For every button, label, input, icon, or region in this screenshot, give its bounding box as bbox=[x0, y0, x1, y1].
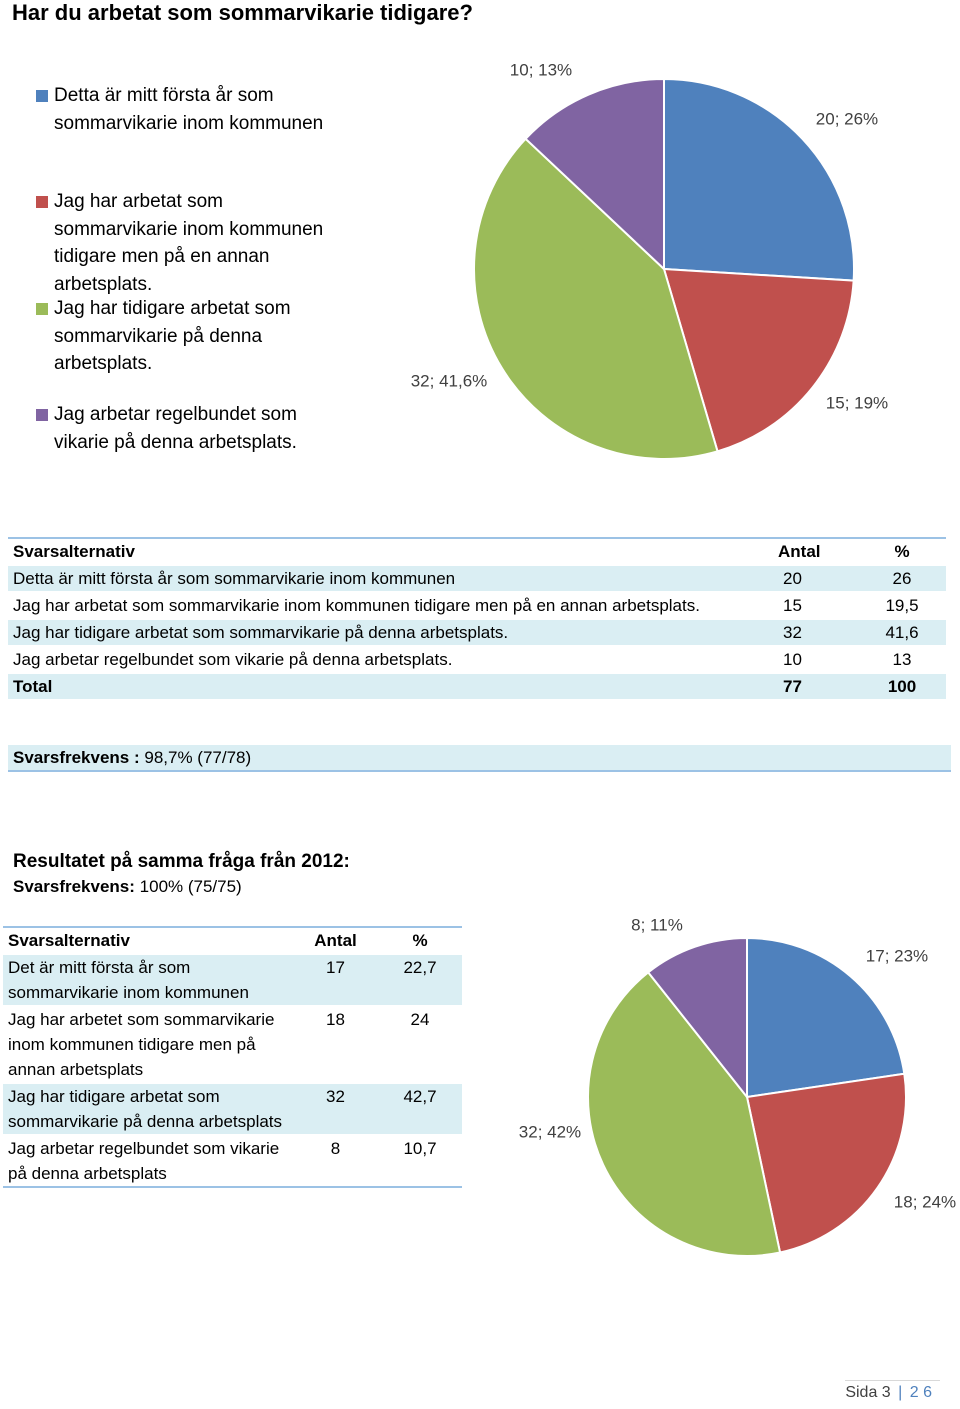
cell: 15 bbox=[773, 592, 858, 620]
cell: 10 bbox=[773, 646, 858, 674]
cell: Jag arbetar regelbundet som vikarie på d… bbox=[3, 1135, 293, 1188]
section-response: Svarsfrekvens: 100% (75/75) bbox=[13, 877, 242, 897]
results-table-2012: Svarsalternativ Antal % Det är mitt förs… bbox=[3, 926, 462, 1188]
legend-label: Detta är mitt första år som sommarvikari… bbox=[54, 85, 324, 134]
header-cell: % bbox=[378, 926, 462, 955]
cell: 8 bbox=[293, 1135, 378, 1188]
response-rate: Svarsfrekvens : 98,7% (77/78) bbox=[8, 745, 951, 772]
cell: Jag har arbetet som sommarvikarie inom k… bbox=[3, 1006, 293, 1084]
pie-slice bbox=[473, 137, 719, 460]
table-row: Jag arbetar regelbundet som vikarie på d… bbox=[8, 646, 946, 674]
cell: Det är mitt första år som sommarvikarie … bbox=[3, 954, 293, 1007]
header-cell: % bbox=[858, 537, 946, 566]
cell: 100 bbox=[858, 673, 946, 701]
legend-swatch bbox=[36, 303, 48, 315]
header-cell: Antal bbox=[773, 537, 858, 566]
cell: 32 bbox=[773, 619, 858, 647]
table-row: Det är mitt första år som sommarvikarie … bbox=[3, 954, 462, 1007]
footer-rule bbox=[845, 1380, 940, 1381]
page-total: 2 6 bbox=[909, 1384, 932, 1401]
pie-slice bbox=[524, 77, 665, 272]
page-number: Sida 3 bbox=[845, 1384, 891, 1401]
cell: 13 bbox=[858, 646, 946, 674]
table-row: Jag har tidigare arbetat som sommarvikar… bbox=[8, 619, 946, 647]
page-title: Har du arbetat som sommarvikarie tidigar… bbox=[12, 0, 473, 25]
table-header: Svarsalternativ Antal % bbox=[8, 537, 946, 566]
results-table: Svarsalternativ Antal % Detta är mitt fö… bbox=[8, 537, 946, 701]
slice-label: 15; 19% bbox=[826, 393, 888, 412]
pie-slice bbox=[587, 970, 782, 1257]
legend-item: Jag har arbetat som sommarvikarie inom k… bbox=[36, 188, 341, 298]
slice-label: 18; 24% bbox=[894, 1192, 956, 1211]
slice-label: 32; 41,6% bbox=[411, 371, 488, 390]
cell: 24 bbox=[378, 1006, 462, 1084]
cell: 19,5 bbox=[858, 592, 946, 620]
legend-item: Detta är mitt första år som sommarvikari… bbox=[36, 82, 341, 137]
legend-swatch bbox=[36, 196, 48, 208]
header-cell: Svarsalternativ bbox=[8, 537, 773, 566]
cell: Jag har arbetat som sommarvikarie inom k… bbox=[8, 592, 773, 620]
table-header: Svarsalternativ Antal % bbox=[3, 926, 462, 955]
table-row: Jag har arbetet som sommarvikarie inom k… bbox=[3, 1006, 462, 1084]
table-row: Jag arbetar regelbundet som vikarie på d… bbox=[3, 1135, 462, 1188]
table-row: Jag har tidigare arbetat som sommarvikar… bbox=[3, 1083, 462, 1136]
separator: | bbox=[898, 1384, 903, 1401]
response-label: Svarsfrekvens : bbox=[13, 748, 140, 767]
pie-slice bbox=[663, 77, 855, 282]
response-label: Svarsfrekvens: bbox=[13, 877, 135, 896]
cell: Jag har tidigare arbetat som sommarvikar… bbox=[3, 1083, 293, 1136]
pie-slice bbox=[745, 1072, 907, 1254]
response-value: 98,7% (77/78) bbox=[144, 748, 252, 767]
cell: Detta är mitt första år som sommarvikari… bbox=[8, 565, 773, 593]
cell: 17 bbox=[293, 954, 378, 1007]
slice-label: 8; 11% bbox=[631, 915, 683, 934]
legend-swatch bbox=[36, 409, 48, 421]
legend-item: Jag arbetar regelbundet som vikarie på d… bbox=[36, 401, 341, 456]
footer: Sida 3 | 2 6 bbox=[845, 1384, 932, 1402]
cell: 42,7 bbox=[378, 1083, 462, 1136]
cell: 32 bbox=[293, 1083, 378, 1136]
legend-label: Jag har tidigare arbetat som sommarvikar… bbox=[54, 298, 291, 374]
cell: 77 bbox=[773, 673, 858, 701]
cell: Jag har tidigare arbetat som sommarvikar… bbox=[8, 619, 773, 647]
table-row: Detta är mitt första år som sommarvikari… bbox=[8, 565, 946, 593]
slice-label: 20; 26% bbox=[816, 109, 878, 128]
pie-slice bbox=[746, 936, 906, 1099]
table-row: Jag har arbetat som sommarvikarie inom k… bbox=[8, 592, 946, 620]
legend-swatch bbox=[36, 90, 48, 102]
cell: 26 bbox=[858, 565, 946, 593]
section-title: Resultatet på samma fråga från 2012: bbox=[13, 851, 350, 872]
pie-slice bbox=[662, 267, 855, 453]
response-value: 100% (75/75) bbox=[139, 877, 242, 896]
legend-item: Jag har tidigare arbetat som sommarvikar… bbox=[36, 295, 341, 378]
cell: 10,7 bbox=[378, 1135, 462, 1188]
pie-slice bbox=[646, 936, 748, 1100]
header-cell: Antal bbox=[293, 926, 378, 955]
header-cell: Svarsalternativ bbox=[3, 926, 293, 955]
slice-label: 10; 13% bbox=[510, 60, 572, 79]
cell: Jag arbetar regelbundet som vikarie på d… bbox=[8, 646, 773, 674]
slice-label: 17; 23% bbox=[866, 946, 928, 965]
legend-label: Jag har arbetat som sommarvikarie inom k… bbox=[54, 191, 324, 295]
legend-label: Jag arbetar regelbundet som vikarie på d… bbox=[54, 404, 297, 453]
slice-label: 32; 42% bbox=[519, 1122, 581, 1141]
cell: Total bbox=[8, 673, 773, 701]
cell: 41,6 bbox=[858, 619, 946, 647]
cell: 18 bbox=[293, 1006, 378, 1084]
cell: 20 bbox=[773, 565, 858, 593]
total-row: Total 77 100 bbox=[8, 673, 946, 701]
cell: 22,7 bbox=[378, 954, 462, 1007]
